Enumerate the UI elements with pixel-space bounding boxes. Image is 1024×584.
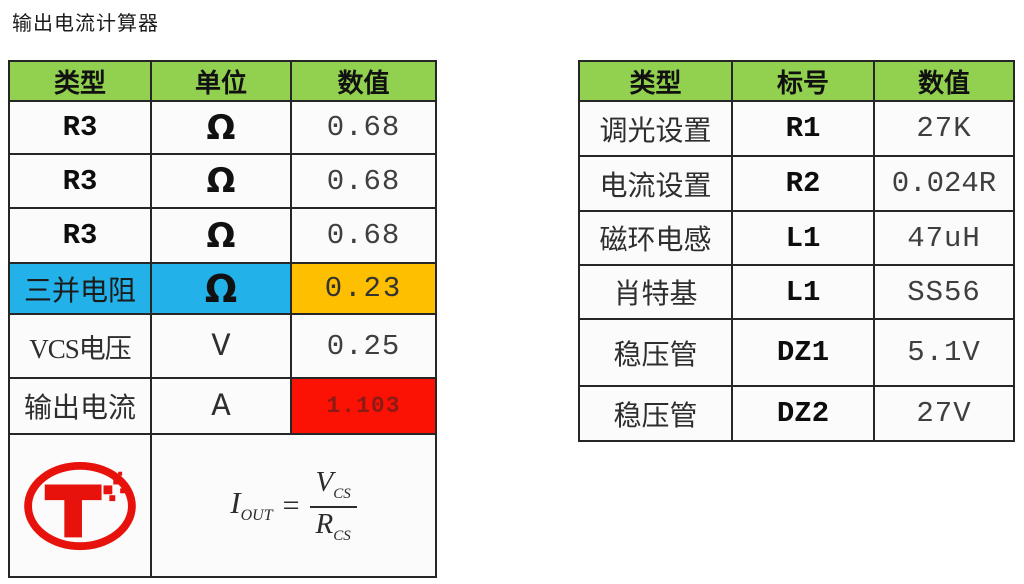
components-table: 类型 标号 数值 调光设置 R1 27K 电流设置 R2 0.024R 磁环电感… bbox=[578, 60, 1015, 442]
page-title: 输出电流计算器 bbox=[12, 13, 159, 35]
cell-type-zener-1[interactable]: 稳压管 bbox=[580, 320, 733, 387]
cell-value-l1[interactable]: 47uH bbox=[875, 212, 1013, 266]
cell-ref-dz1[interactable]: DZ1 bbox=[733, 320, 875, 387]
cell-unit-ampere[interactable]: A bbox=[152, 379, 292, 435]
cell-type-toroid-inductor[interactable]: 磁环电感 bbox=[580, 212, 733, 266]
cell-unit-ohm-1[interactable]: Ω bbox=[152, 102, 292, 155]
cell-ref-schottky[interactable]: L1 bbox=[733, 266, 875, 320]
cell-value-r2[interactable]: 0.024R bbox=[875, 157, 1013, 212]
cell-value-dz1[interactable]: 5.1V bbox=[875, 320, 1013, 387]
cell-type-zener-2[interactable]: 稳压管 bbox=[580, 387, 733, 440]
formula-equals: = bbox=[282, 488, 300, 522]
right-header-type: 类型 bbox=[580, 62, 733, 102]
cell-value-r3-1[interactable]: 0.68 bbox=[292, 102, 435, 155]
logo-cell bbox=[10, 435, 152, 576]
output-current-table: 类型 单位 数值 R3 Ω 0.68 R3 Ω 0.68 R3 Ω 0.68 三… bbox=[8, 60, 437, 578]
cell-type-current-setting[interactable]: 电流设置 bbox=[580, 157, 733, 212]
cell-value-vcs-voltage[interactable]: 0.25 bbox=[292, 315, 435, 379]
cell-type-schottky[interactable]: 肖特基 bbox=[580, 266, 733, 320]
cell-value-r3-2[interactable]: 0.68 bbox=[292, 155, 435, 209]
left-header-type: 类型 bbox=[10, 62, 152, 102]
cell-unit-ohm-3[interactable]: Ω bbox=[152, 209, 292, 264]
cell-ref-dz2[interactable]: DZ2 bbox=[733, 387, 875, 440]
right-header-value: 数值 bbox=[875, 62, 1013, 102]
cell-type-r3-2[interactable]: R3 bbox=[10, 155, 152, 209]
cell-type-parallel-resistor[interactable]: 三并电阻 bbox=[10, 264, 152, 315]
cell-type-r3-3[interactable]: R3 bbox=[10, 209, 152, 264]
cell-unit-ohm-parallel[interactable]: Ω bbox=[152, 264, 292, 315]
formula-lhs: IOUT bbox=[230, 485, 273, 525]
right-header-ref: 标号 bbox=[733, 62, 875, 102]
left-header-unit: 单位 bbox=[152, 62, 292, 102]
cell-value-r3-3[interactable]: 0.68 bbox=[292, 209, 435, 264]
cell-ref-l1[interactable]: L1 bbox=[733, 212, 875, 266]
left-header-value: 数值 bbox=[292, 62, 435, 102]
cell-type-r3-1[interactable]: R3 bbox=[10, 102, 152, 155]
cell-ref-r2[interactable]: R2 bbox=[733, 157, 875, 212]
cell-value-schottky[interactable]: SS56 bbox=[875, 266, 1013, 320]
cell-unit-ohm-2[interactable]: Ω bbox=[152, 155, 292, 209]
iout-formula: IOUT = VCS RCS bbox=[230, 466, 357, 544]
formula-denominator: RCS bbox=[315, 507, 351, 544]
t-logo-icon bbox=[24, 461, 136, 550]
cell-type-dimming-setting[interactable]: 调光设置 bbox=[580, 102, 733, 157]
cell-type-output-current[interactable]: 输出电流 bbox=[10, 379, 152, 435]
formula-numerator: VCS bbox=[309, 466, 357, 508]
cell-ref-r1[interactable]: R1 bbox=[733, 102, 875, 157]
cell-value-output-current[interactable]: 1.103 bbox=[292, 379, 435, 435]
formula-cell: IOUT = VCS RCS bbox=[152, 435, 435, 576]
formula-fraction: VCS RCS bbox=[309, 466, 357, 544]
cell-unit-volt[interactable]: V bbox=[152, 315, 292, 379]
cell-value-r1[interactable]: 27K bbox=[875, 102, 1013, 157]
cell-value-parallel-resistance[interactable]: 0.23 bbox=[292, 264, 435, 315]
cell-value-dz2[interactable]: 27V bbox=[875, 387, 1013, 440]
cell-type-vcs-voltage[interactable]: VCS电压 bbox=[10, 315, 152, 379]
